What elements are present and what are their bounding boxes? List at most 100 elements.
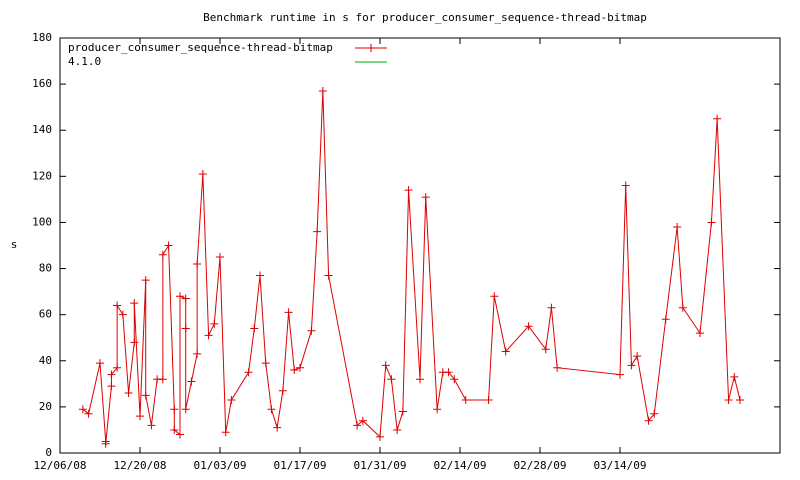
point-marker xyxy=(421,193,430,202)
point-marker xyxy=(130,338,139,347)
legend-label: 4.1.0 xyxy=(68,55,101,68)
point-marker xyxy=(124,389,133,398)
point-marker xyxy=(113,363,122,372)
point-marker xyxy=(204,331,213,340)
plot-border xyxy=(59,37,781,454)
point-marker xyxy=(296,363,304,372)
point-marker xyxy=(261,359,270,368)
legend-marker xyxy=(367,44,375,52)
point-marker xyxy=(170,405,179,414)
point-marker xyxy=(621,181,630,190)
point-marker xyxy=(181,324,190,333)
point-marker xyxy=(490,292,499,301)
point-marker xyxy=(650,409,659,418)
point-marker xyxy=(673,223,682,232)
x-tick-label: 03/14/09 xyxy=(594,459,647,472)
point-marker xyxy=(176,430,184,439)
point-marker xyxy=(170,425,179,434)
point-marker xyxy=(278,386,287,395)
point-marker xyxy=(187,377,196,386)
point-marker xyxy=(158,250,167,259)
point-marker xyxy=(324,271,333,280)
x-tick-label: 01/03/09 xyxy=(194,459,247,472)
point-marker xyxy=(433,405,442,414)
point-marker xyxy=(227,395,236,404)
point-marker xyxy=(273,423,282,432)
point-marker xyxy=(524,322,533,331)
point-marker xyxy=(107,382,116,391)
point-marker xyxy=(318,87,327,96)
point-marker xyxy=(147,421,156,430)
point-marker xyxy=(644,416,653,425)
x-tick-label: 01/17/09 xyxy=(274,459,327,472)
point-marker xyxy=(130,299,139,308)
x-tick-label: 02/28/09 xyxy=(514,459,567,472)
point-marker xyxy=(353,421,362,430)
point-marker xyxy=(553,363,562,372)
point-marker xyxy=(736,395,744,404)
point-marker xyxy=(244,368,253,377)
point-marker xyxy=(198,170,207,179)
point-marker xyxy=(661,315,670,324)
point-marker xyxy=(501,347,510,356)
point-marker xyxy=(307,326,316,335)
point-marker xyxy=(627,361,636,370)
x-tick-label: 01/31/09 xyxy=(354,459,407,472)
y-tick-label: 120 xyxy=(32,169,52,182)
point-marker xyxy=(284,308,293,317)
point-marker xyxy=(84,409,93,418)
point-marker xyxy=(547,303,556,312)
point-marker xyxy=(141,391,150,400)
point-marker xyxy=(450,375,459,384)
x-tick-label: 12/20/08 xyxy=(114,459,167,472)
point-marker xyxy=(101,439,110,448)
y-tick-label: 60 xyxy=(39,308,52,321)
y-tick-label: 160 xyxy=(32,77,52,90)
point-marker xyxy=(387,375,396,384)
point-marker xyxy=(398,407,407,416)
point-marker xyxy=(616,370,624,379)
point-marker xyxy=(193,259,202,268)
point-marker xyxy=(724,395,733,404)
point-marker xyxy=(541,345,550,354)
point-marker xyxy=(118,310,127,319)
point-marker xyxy=(256,271,264,280)
x-tick-label: 02/14/09 xyxy=(434,459,487,472)
y-tick-label: 140 xyxy=(32,123,52,136)
point-marker xyxy=(181,405,190,414)
point-marker xyxy=(393,425,402,434)
chart-title: Benchmark runtime in s for producer_cons… xyxy=(203,11,647,24)
point-marker xyxy=(713,114,722,123)
y-tick-label: 0 xyxy=(45,446,52,459)
point-marker xyxy=(461,395,470,404)
y-tick-label: 100 xyxy=(32,215,52,228)
y-tick-label: 40 xyxy=(39,354,52,367)
point-marker xyxy=(376,432,384,441)
point-marker xyxy=(404,186,413,195)
point-marker xyxy=(176,292,184,301)
point-marker xyxy=(313,227,322,236)
point-marker xyxy=(96,359,104,368)
y-axis-label: s xyxy=(11,238,18,251)
point-marker xyxy=(250,324,259,333)
point-marker xyxy=(484,395,493,404)
x-tick-label: 12/06/08 xyxy=(34,459,87,472)
point-marker xyxy=(444,368,453,377)
point-marker xyxy=(78,405,87,414)
point-marker xyxy=(107,370,116,379)
legend-label: producer_consumer_sequence-thread-bitmap xyxy=(68,41,333,54)
point-marker xyxy=(707,218,716,227)
y-tick-label: 180 xyxy=(32,31,52,44)
point-marker xyxy=(633,352,642,361)
y-tick-label: 20 xyxy=(39,400,52,413)
y-tick-label: 80 xyxy=(39,262,52,275)
point-marker xyxy=(696,329,704,338)
point-marker xyxy=(381,361,390,370)
point-marker xyxy=(210,319,219,328)
series-line xyxy=(82,91,741,444)
point-marker xyxy=(181,294,190,303)
point-marker xyxy=(158,375,167,384)
point-marker xyxy=(358,416,367,425)
point-marker xyxy=(221,428,230,437)
